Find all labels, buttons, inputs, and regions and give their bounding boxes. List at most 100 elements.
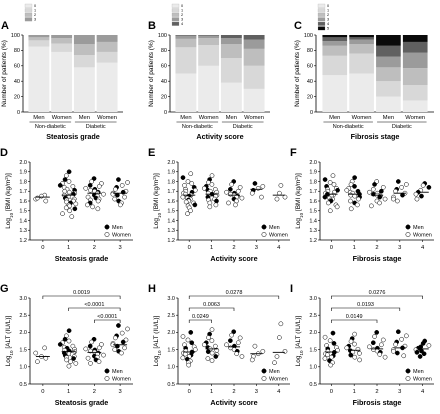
chart-F-point — [403, 182, 409, 187]
chart-E-legend-marker — [261, 224, 267, 230]
chart-I-point — [421, 351, 427, 357]
chart-B-y-tick-label: 0 — [164, 110, 167, 116]
chart-I-y-tick-label: 1.0 — [309, 365, 317, 371]
chart-A-legend-swatch — [24, 3, 33, 8]
chart-H-point — [274, 354, 280, 359]
chart-H-bracket — [188, 307, 235, 311]
chart-G-point — [73, 361, 79, 366]
chart-I-y-tick-label: 1.5 — [309, 347, 317, 353]
chart-E-point — [192, 202, 198, 208]
chart-G-x-axis-label: Steatosis grade — [55, 398, 109, 407]
chart-F-point — [348, 206, 354, 212]
chart-F-y-tick-label: 1.5 — [309, 209, 317, 215]
chart-B-bar-1-2 — [198, 38, 220, 46]
chart-F-point — [327, 208, 333, 214]
chart-G-point — [33, 350, 39, 356]
chart-D-point — [60, 211, 65, 217]
chart-G-bracket-label: <0.0001 — [97, 314, 117, 320]
chart-F-point — [420, 183, 426, 188]
chart-E-point — [274, 196, 280, 202]
chart-B-legend-swatch — [171, 8, 180, 13]
chart-C-y-tick-label: 0 — [310, 110, 313, 116]
chart-I-y-axis-label: Log10 [ALT (IU/L)] — [295, 315, 304, 366]
chart-F-point — [419, 193, 424, 199]
chart-I-point — [426, 343, 432, 348]
chart-G-y-tick-label: 3.0 — [19, 296, 27, 302]
chart-I-point — [401, 353, 407, 359]
chart-B-y-tick-label: 60 — [161, 64, 167, 70]
chart-D-point — [89, 179, 94, 184]
chart-G-point — [83, 346, 89, 352]
chart-F-legend-marker — [405, 224, 411, 230]
chart-A-y-tick-label: 60 — [14, 64, 20, 70]
chart-I-point — [382, 354, 388, 360]
chart-E-x-axis-label: Activity score — [210, 254, 257, 263]
chart-E-point — [188, 171, 194, 177]
chart-D-point — [39, 193, 44, 199]
chart-C-bar-2-0 — [376, 96, 401, 112]
chart-C-x-tick-label: Men — [383, 115, 394, 121]
chart-B-legend-swatch — [171, 21, 180, 26]
chart-F-point — [377, 200, 382, 206]
chart-G-y-tick-label: 2.0 — [19, 330, 27, 336]
chart-G-point — [85, 355, 91, 361]
chart-F-point — [352, 184, 357, 189]
chart-C-bar-3-5 — [402, 35, 428, 42]
chart-A-y-tick-label: 40 — [14, 79, 20, 85]
chart-I-point — [370, 340, 376, 346]
chart-E-point — [277, 190, 282, 196]
chart-G-point — [113, 335, 118, 341]
chart-F-point — [331, 182, 337, 187]
chart-H-x-tick-label: 2 — [232, 389, 235, 395]
chart-D-point — [69, 214, 75, 219]
chart-D-point — [120, 189, 126, 195]
chart-E-y-tick-label: 1.4 — [167, 218, 175, 224]
chart-G-point — [116, 323, 121, 328]
chart-C-group-label: Diabetic — [392, 124, 412, 130]
chart-A-legend-swatch — [24, 17, 33, 22]
chart-I-point — [420, 341, 426, 346]
chart-G-point — [122, 345, 127, 351]
chart-G-bracket — [94, 319, 121, 323]
chart-E-point — [188, 208, 193, 214]
chart-A-bar-0-3 — [28, 35, 50, 38]
chart-A-y-axis-label-text: Number of patients (%) — [1, 40, 8, 107]
chart-E-point — [224, 189, 229, 195]
chart-G-point — [57, 342, 63, 347]
chart-B-bar-3-1 — [243, 65, 265, 89]
chart-I-point — [322, 356, 328, 361]
chart-C-x-axis-label: Fibrosis stage — [351, 132, 400, 141]
chart-B-bar-3-2 — [243, 48, 265, 66]
chart-F-point — [400, 192, 405, 198]
chart-E-point — [180, 175, 186, 180]
chart-I-point — [352, 331, 357, 337]
chart-G-y-tick-label: 0.5 — [19, 382, 27, 388]
chart-E-point — [205, 190, 211, 196]
chart-F-x-tick-label: 1 — [353, 245, 356, 251]
chart-B-legend-swatch — [171, 3, 180, 8]
chart-G-x-tick-label: 1 — [67, 389, 70, 395]
chart-C-legend-label: 1 — [327, 9, 329, 13]
chart-E-legend-label: Men — [269, 225, 280, 231]
chart-B-y-tick-label: 40 — [161, 79, 167, 85]
chart-F-point — [352, 193, 358, 199]
chart-F-point — [330, 173, 336, 178]
chart-I-point — [372, 334, 377, 339]
chart-D-point — [112, 196, 118, 202]
chart-A-bar-0-1 — [28, 40, 50, 47]
chart-G-point — [62, 336, 68, 342]
chart-E-x-tick-label: 2 — [232, 245, 235, 251]
chart-G-legend-label: Men — [112, 369, 123, 375]
chart-A-y-tick-label: 80 — [14, 48, 20, 54]
chart-F-point — [348, 192, 354, 198]
chart-H-x-tick-label: 1 — [210, 389, 213, 395]
chart-E-panel-letter: E — [148, 147, 155, 159]
chart-E-y-axis-label-text: Log10 [BMI (kg/m2)] — [152, 173, 162, 229]
chart-F-y-axis-label-text: Log10 [BMI (kg/m2)] — [294, 173, 304, 229]
chart-H-legend-label: Men — [269, 369, 280, 375]
chart-A-bar-1-0 — [51, 51, 73, 112]
chart-B-bar-2-0 — [220, 82, 242, 112]
chart-I-point — [380, 337, 386, 343]
chart-C-bar-2-3 — [376, 56, 401, 68]
chart-C-bar-1-1 — [349, 53, 374, 74]
